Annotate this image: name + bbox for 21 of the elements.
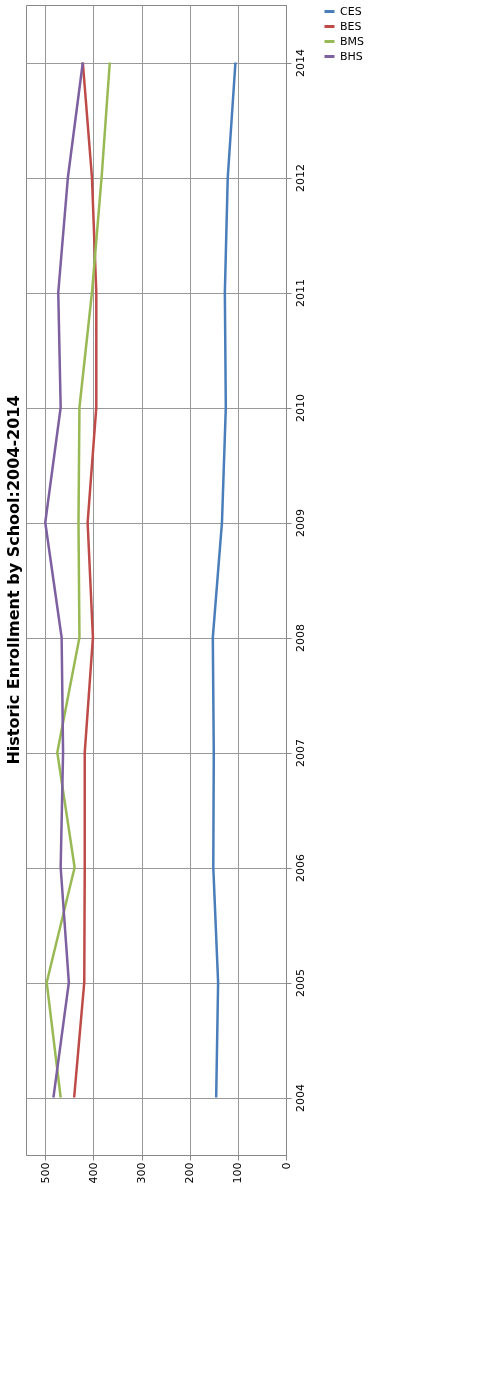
x-tick-label: 500 [38, 1162, 52, 1184]
x-tick-label: 200 [183, 1162, 197, 1184]
y-tick-label: 2011 [293, 279, 307, 307]
y-tick-label: 2012 [293, 164, 307, 192]
y-tick-label: 2007 [293, 739, 307, 767]
x-tick-label: 300 [135, 1162, 149, 1184]
y-tick-label: 2006 [293, 854, 307, 882]
y-tick-label: 2010 [293, 394, 307, 422]
y-tick-label: 2004 [293, 1084, 307, 1112]
x-tick-label: 0 [279, 1162, 293, 1170]
text: Historic Enrollment by School:2004-2014 [4, 395, 23, 765]
y-tick-label: 2005 [293, 969, 307, 997]
x-tick-label: 400 [86, 1162, 100, 1184]
legend-label: BHS [340, 49, 363, 63]
y-tick-label: 2008 [293, 624, 307, 652]
y-tick-label: 2014 [293, 49, 307, 77]
y-tick-label: 2009 [293, 509, 307, 537]
legend-label: BMS [340, 34, 365, 48]
x-tick-label: 100 [231, 1162, 245, 1184]
legend-label: BES [340, 19, 362, 33]
legend-label: CES [340, 4, 362, 18]
